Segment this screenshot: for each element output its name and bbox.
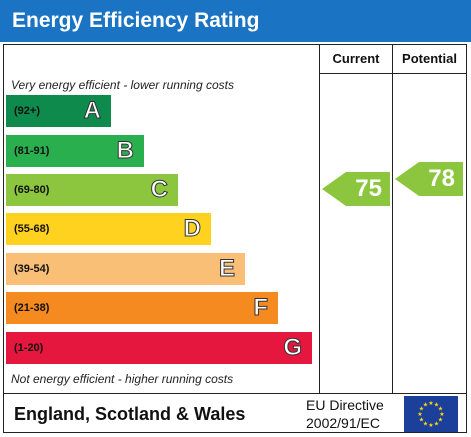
band-range: (21-38): [14, 302, 50, 314]
eu-star-icon: ★: [423, 421, 428, 428]
eu-star-icon: ★: [423, 402, 428, 409]
band-c: (69-80) C: [6, 174, 178, 206]
eu-star-icon: ★: [417, 411, 422, 418]
current-column-header: Current: [332, 51, 380, 66]
band-a: (92+) A: [6, 95, 111, 127]
eu-star-icon: ★: [419, 417, 424, 424]
eu-flag-icon: ★ ★ ★ ★ ★ ★ ★ ★ ★ ★ ★ ★: [404, 396, 458, 432]
directive-line-2: 2002/91/EC: [306, 415, 380, 431]
band-letter: E: [218, 255, 235, 283]
rating-frame: [3, 44, 467, 433]
column-header-divider: [319, 73, 466, 74]
band-g: (1-20) G: [6, 332, 312, 364]
band-range: (39-54): [14, 263, 50, 275]
eu-star-icon: ★: [434, 421, 439, 428]
eu-star-icon: ★: [438, 406, 443, 413]
band-letter: C: [150, 176, 168, 204]
band-letter: G: [283, 334, 303, 362]
region-label: England, Scotland & Wales: [14, 404, 246, 424]
band-range: (55-68): [14, 223, 50, 235]
potential-column-divider: [392, 44, 393, 393]
chart-title: Energy Efficiency Rating: [0, 0, 471, 42]
band-range: (69-80): [14, 184, 50, 196]
directive-line-1: EU Directive: [306, 397, 384, 413]
band-letter: D: [183, 215, 201, 243]
band-letter: F: [253, 294, 269, 322]
band-e: (39-54) E: [6, 253, 245, 285]
band-range: (81-91): [14, 145, 50, 157]
efficient-note: Very energy efficient - lower running co…: [11, 78, 234, 92]
potential-column-header: Potential: [402, 51, 457, 66]
inefficient-note: Not energy efficient - higher running co…: [11, 372, 234, 386]
band-range: (1-20): [14, 342, 44, 354]
band-d: (55-68) D: [6, 213, 211, 245]
current-column-divider: [319, 44, 320, 393]
footer-divider: [3, 393, 466, 394]
eu-star-icon: ★: [439, 411, 444, 418]
band-letter: B: [116, 137, 134, 165]
band-f: (21-38) F: [6, 292, 278, 324]
eu-star-icon: ★: [419, 406, 424, 413]
eu-star-icon: ★: [438, 417, 443, 424]
eu-star-icon: ★: [428, 422, 433, 429]
band-range: (92+): [14, 105, 40, 117]
eu-star-icon: ★: [428, 400, 433, 407]
band-b: (81-91) B: [6, 135, 144, 167]
band-letter: A: [83, 97, 101, 125]
eu-star-icon: ★: [434, 402, 439, 409]
